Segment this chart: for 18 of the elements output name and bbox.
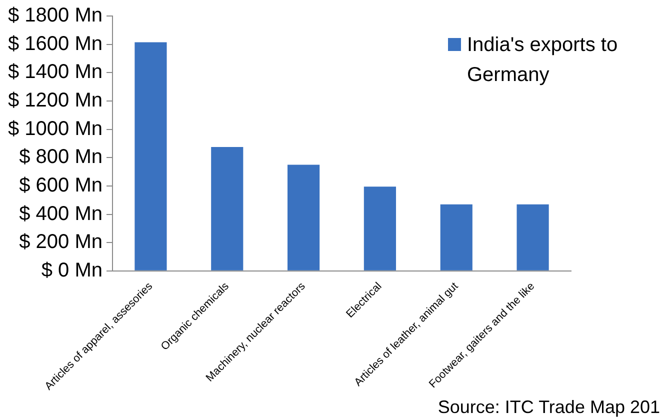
bar: [211, 146, 244, 270]
bar: [440, 204, 472, 270]
y-tick-label: $ 1800 Mn: [8, 4, 103, 27]
y-tick-label: $ 600 Mn: [19, 174, 103, 196]
bar: [364, 186, 396, 270]
source-note: Source: ITC Trade Map 201: [438, 397, 660, 418]
bar: [134, 42, 167, 270]
y-tick-label: $ 1600 Mn: [8, 32, 103, 55]
y-tick-label: $ 200 Mn: [19, 231, 103, 254]
bar: [516, 204, 549, 270]
y-tick-label: $ 800 Mn: [19, 146, 103, 168]
y-tick-label: $ 0 Mn: [41, 259, 103, 282]
legend-label: India's exports to Germany: [467, 33, 619, 88]
y-tick-label: $ 400 Mn: [19, 202, 103, 225]
bar: [288, 164, 320, 270]
y-tick-label: $ 1200 Mn: [8, 89, 103, 112]
y-tick-label: $ 1000 Mn: [8, 118, 103, 140]
y-tick-label: $ 1400 Mn: [8, 61, 103, 84]
